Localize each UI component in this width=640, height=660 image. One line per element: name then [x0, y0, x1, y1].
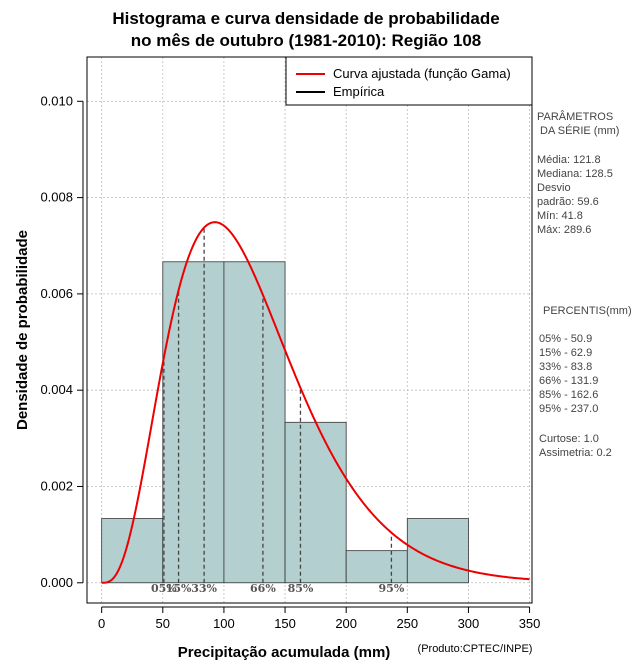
y-axis: 0.000 0.002 0.004 0.006 0.008 0.010	[40, 93, 84, 590]
histogram-bar	[345, 550, 408, 584]
legend: Curva ajustada (função Gama) Empírica	[285, 56, 533, 106]
stat-min: Mín: 41.8	[537, 210, 583, 222]
stat-max: Máx: 289.6	[537, 224, 591, 236]
stat-mediana: Mediana: 128.5	[537, 168, 613, 180]
histogram-bars	[101, 261, 469, 584]
x-tick-label: 50	[156, 616, 170, 631]
stat-curtose: Curtose: 1.0	[539, 433, 599, 445]
x-tick-label: 0	[98, 616, 105, 631]
gamma-curve-line	[101, 221, 530, 584]
histogram-bar	[162, 261, 225, 584]
params-heading-line1: PARÂMETROS	[537, 110, 613, 123]
percentil-66: 66% - 131.9	[539, 375, 598, 387]
percentis-heading: PERCENTIS(mm)	[543, 305, 632, 317]
stat-media: Média: 121.8	[537, 154, 601, 166]
percentile-label: 05%	[151, 582, 177, 595]
stat-desvio-line2: padrão: 59.6	[537, 196, 599, 208]
percentile-labels: 05%15% 33% 66% 85% 95%	[151, 582, 405, 595]
percentil-85: 85% - 162.6	[539, 389, 598, 401]
percentil-05: 05% - 50.9	[539, 333, 592, 345]
percentile-label: 15%	[166, 582, 192, 595]
histogram-bar	[406, 518, 469, 584]
x-axis-title: Precipitação acumulada (mm)	[178, 644, 391, 660]
percentil-33: 33% - 83.8	[539, 361, 592, 373]
x-tick-label: 100	[213, 616, 235, 631]
histogram-bar	[284, 421, 347, 584]
y-tick-label: 0.010	[40, 93, 73, 108]
percentile-label: 33%	[191, 582, 217, 595]
x-tick-label: 300	[458, 616, 480, 631]
stat-assimetria: Assimetria: 0.2	[539, 447, 612, 459]
percentile-lines	[163, 227, 393, 583]
legend-label-gamma: Curva ajustada (função Gama)	[333, 66, 511, 81]
y-tick-label: 0.000	[40, 575, 73, 590]
stat-desvio-line1: Desvio	[537, 182, 571, 194]
histogram-bar	[223, 261, 286, 584]
x-tick-label: 150	[274, 616, 296, 631]
percentil-15: 15% - 62.9	[539, 347, 592, 359]
x-tick-label: 250	[396, 616, 418, 631]
y-tick-label: 0.008	[40, 190, 73, 205]
y-axis-title: Densidade de probabilidade	[14, 230, 31, 430]
legend-box	[285, 56, 533, 106]
chart-title-line1: Histograma e curva densidade de probabil…	[112, 9, 499, 28]
side-panel: PARÂMETROS DA SÉRIE (mm) Média: 121.8 Me…	[537, 110, 632, 459]
x-axis: 0 50 100 150 200 250 300 350	[98, 606, 541, 631]
y-tick-label: 0.002	[40, 478, 73, 493]
x-tick-label: 200	[335, 616, 357, 631]
product-credit: (Produto:CPTEC/INPE)	[418, 643, 533, 655]
percentile-label: 85%	[288, 582, 314, 595]
y-tick-label: 0.006	[40, 286, 73, 301]
percentile-label: 66%	[250, 582, 276, 595]
params-heading-line2: DA SÉRIE (mm)	[540, 124, 619, 137]
y-tick-label: 0.004	[40, 382, 73, 397]
x-tick-label: 350	[519, 616, 541, 631]
percentile-label: 95%	[379, 582, 405, 595]
legend-label-empirica: Empírica	[333, 84, 385, 99]
chart-title-line2: no mês de outubro (1981-2010): Região 10…	[131, 31, 482, 50]
percentil-95: 95% - 237.0	[539, 403, 598, 415]
